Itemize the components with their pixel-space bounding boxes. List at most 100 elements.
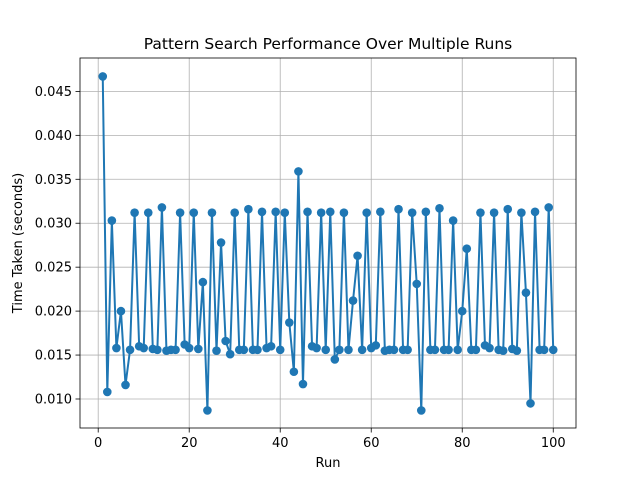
x-tick-label: 0: [94, 436, 102, 451]
data-point: [512, 346, 522, 355]
data-point: [280, 208, 290, 217]
data-point: [330, 355, 340, 364]
data-point: [143, 208, 153, 217]
data-point: [521, 288, 531, 297]
y-tick-label: 0.035: [35, 173, 72, 188]
data-point: [171, 345, 180, 355]
data-point: [544, 203, 553, 212]
data-point: [371, 341, 381, 350]
data-point: [298, 379, 308, 389]
data-point: [403, 345, 412, 355]
data-point: [498, 346, 508, 355]
y-tick-label: 0.015: [35, 349, 72, 364]
y-tick-label: 0.010: [35, 392, 72, 407]
data-point: [121, 380, 130, 390]
data-point: [485, 343, 494, 353]
data-point: [471, 345, 481, 355]
series-line: [101, 76, 555, 412]
data-point: [98, 72, 108, 81]
x-axis: 0 20 40 60 80 100: [94, 428, 566, 451]
data-point: [184, 343, 194, 353]
data-point: [435, 203, 444, 213]
data-point: [275, 345, 285, 355]
y-tick-label: 0.040: [35, 129, 72, 144]
data-point: [285, 318, 294, 327]
data-point: [189, 208, 199, 217]
data-point: [112, 343, 121, 353]
x-tick-label: 80: [454, 436, 471, 451]
data-point: [389, 345, 399, 355]
data-point: [230, 208, 240, 217]
data-point: [530, 207, 540, 217]
x-tick-label: 40: [272, 436, 289, 451]
data-point: [225, 349, 235, 359]
data-point: [244, 204, 253, 214]
data-point: [517, 208, 526, 217]
data-point: [526, 399, 535, 408]
data-point: [294, 167, 303, 176]
data-point: [394, 204, 403, 214]
data-point: [344, 345, 353, 355]
data-point: [316, 208, 326, 217]
data-point: [221, 336, 230, 346]
data-point: [548, 345, 558, 355]
y-axis-label: Time Taken (seconds): [11, 173, 26, 314]
chart-title: Pattern Search Performance Over Multiple…: [144, 35, 513, 53]
data-point: [421, 207, 431, 217]
data-point: [130, 208, 139, 217]
data-point: [462, 244, 472, 254]
y-tick-label: 0.045: [35, 85, 72, 100]
data-point: [539, 345, 549, 355]
plot-frame: [79, 57, 577, 429]
data-point: [253, 345, 262, 355]
data-point: [321, 345, 331, 355]
plot-area: [80, 58, 576, 428]
data-point: [239, 345, 249, 355]
data-point: [312, 343, 321, 353]
data-point: [416, 406, 426, 415]
data-point: [212, 346, 221, 355]
data-point: [362, 208, 371, 217]
data-point: [457, 306, 467, 316]
x-tick-label: 20: [181, 436, 198, 451]
data-point: [503, 204, 513, 214]
data-point: [271, 207, 280, 217]
data-point: [266, 341, 276, 351]
data-point: [339, 208, 349, 217]
data-point: [376, 207, 385, 217]
data-point: [489, 208, 499, 217]
data-point: [357, 345, 367, 355]
data-point: [107, 216, 117, 225]
data-point: [289, 367, 299, 377]
data-point: [175, 208, 185, 217]
x-tick-label: 60: [363, 436, 380, 451]
data-point: [153, 345, 162, 355]
data-point: [303, 207, 312, 217]
data-point: [335, 345, 344, 355]
x-tick-label: 100: [541, 436, 566, 451]
x-axis-label: Run: [316, 456, 341, 471]
data-point: [103, 387, 112, 397]
data-point: [353, 251, 362, 261]
data-point: [430, 345, 440, 355]
data-point: [412, 279, 422, 289]
data-point: [348, 296, 358, 305]
y-tick-label: 0.020: [35, 305, 72, 320]
data-point: [476, 208, 485, 217]
data-point: [157, 203, 167, 212]
data-point: [216, 238, 226, 247]
data-point: [207, 208, 217, 217]
data-point: [198, 277, 208, 287]
data-point: [444, 345, 453, 355]
data-point: [453, 345, 462, 355]
y-axis: 0.010 0.015 0.020 0.025 0.030 0.035 0.040 0.045: [35, 85, 80, 407]
series: [98, 72, 558, 415]
data-point: [407, 208, 417, 217]
data-point: [194, 344, 203, 354]
data-point: [257, 207, 267, 217]
data-point: [325, 207, 335, 217]
data-point: [448, 216, 458, 225]
y-tick-label: 0.025: [35, 261, 72, 276]
y-tick-label: 0.030: [35, 217, 72, 232]
